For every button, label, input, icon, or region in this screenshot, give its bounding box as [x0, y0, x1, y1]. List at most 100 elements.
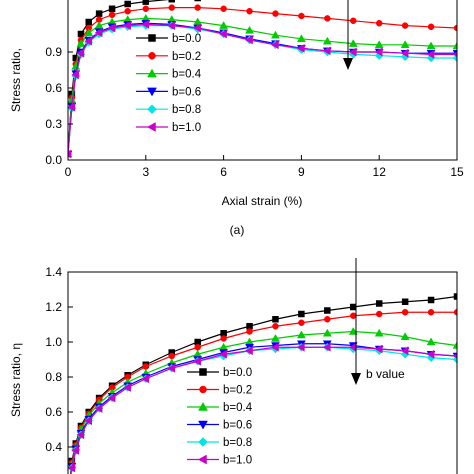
data-point-b-0-0 — [95, 10, 103, 17]
y-tick-label: 0.3 — [45, 117, 62, 131]
data-point-b-0-0 — [427, 296, 435, 304]
legend-entry: b=0.8 — [172, 104, 201, 116]
data-point-b-0-0 — [85, 18, 92, 26]
data-point-b-0-4 — [374, 40, 384, 49]
data-point-b-0-0 — [453, 293, 457, 300]
data-point-b-1-0 — [71, 446, 80, 455]
x-tick-label: 15 — [450, 165, 464, 179]
data-point-b-0-4 — [271, 30, 280, 39]
data-point-b-0-2 — [194, 4, 201, 11]
data-point-b-1-0 — [76, 48, 85, 58]
data-point-b-0-2 — [142, 5, 150, 13]
panel-b-legend: b=0.0 b=0.2 b=0.4 b=0.6 b=0.8 b=1.0 — [187, 367, 253, 467]
legend-marker — [146, 122, 156, 132]
data-point-b-0-0 — [324, 307, 331, 314]
series-line-b-1-0 — [68, 23, 457, 155]
data-point-b-0-2 — [453, 309, 457, 316]
data-point-b-0-2 — [220, 335, 227, 342]
data-point-b-0-4 — [452, 41, 457, 50]
data-point-b-0-4 — [271, 333, 280, 342]
x-tick-label: 6 — [220, 165, 227, 179]
panel-a-y-ticks: 0.0 0.3 0.6 0.9 — [45, 45, 73, 167]
panel-b-y-ticks: 0.20.40.60.81.01.21.4 — [45, 265, 73, 454]
series-line-b-0-0 — [68, 0, 170, 155]
data-point-b-1-0 — [167, 363, 175, 373]
data-point-b-0-0 — [350, 303, 357, 311]
data-point-b-0-2 — [246, 7, 253, 15]
panel-b-y-axis-label: Stress ratio, η — [9, 343, 23, 417]
data-point-b-1-0 — [245, 35, 253, 45]
y-tick-label: 0.8 — [45, 370, 62, 384]
data-point-b-1-0 — [71, 70, 80, 80]
data-point-b-0-2 — [168, 4, 175, 11]
panel-a-legend: b=0.0 b=0.2 b=0.4 b=0.6 b=0.8 b=1.0 — [136, 33, 202, 134]
legend-marker — [148, 34, 156, 42]
legend-entry: b=0.0 — [172, 33, 201, 45]
data-point-b-1-0 — [296, 43, 305, 53]
data-point-b-0-4 — [296, 34, 306, 43]
y-tick-label: 0.9 — [45, 45, 62, 59]
data-point-b-0-4 — [452, 340, 457, 349]
series-line-b-0-2 — [70, 311, 457, 474]
data-point-b-0-2 — [194, 344, 201, 351]
data-point-b-0-0 — [272, 316, 279, 323]
data-point-b-1-0 — [400, 48, 409, 58]
data-point-b-0-2 — [401, 309, 409, 316]
data-point-b-0-2 — [350, 312, 357, 319]
data-point-b-1-0 — [76, 430, 85, 440]
y-tick-label: 1.2 — [45, 300, 62, 314]
x-tick-label: 9 — [298, 165, 305, 179]
y-tick-label: 0.0 — [45, 153, 62, 167]
legend-marker — [199, 368, 207, 376]
panel-b: 0.20.40.60.81.01.21.4 Stress ratio, η b … — [9, 258, 458, 474]
data-point-b-1-0 — [94, 404, 103, 413]
panel-a-plot-frame — [67, 0, 458, 161]
data-point-b-0-4 — [348, 326, 358, 335]
data-point-b-0-4 — [296, 330, 306, 339]
data-point-b-0-4 — [374, 328, 384, 337]
y-tick-label: 0.4 — [45, 440, 62, 454]
data-point-b-0-2 — [350, 17, 357, 25]
data-point-b-0-0 — [168, 0, 175, 3]
legend-entry: b=0.6 — [172, 86, 201, 98]
data-point-b-1-0 — [426, 349, 435, 359]
data-point-b-0-0 — [124, 0, 131, 8]
data-point-b-1-0 — [322, 46, 331, 56]
data-point-b-0-2 — [324, 316, 331, 323]
legend-marker — [199, 385, 207, 394]
data-point-b-1-0 — [68, 149, 72, 159]
data-point-b-0-2 — [246, 328, 253, 335]
data-point-b-1-0 — [400, 346, 409, 356]
legend-marker — [147, 68, 157, 78]
panel-a-y-axis-label: Stress ratio, — [9, 48, 23, 112]
panel-b-b-value-arrow — [351, 258, 361, 385]
data-point-b-0-2 — [298, 319, 305, 326]
data-point-b-1-0 — [107, 393, 116, 403]
data-point-b-0-2 — [427, 23, 435, 31]
data-point-b-0-0 — [401, 298, 409, 305]
data-point-b-1-0 — [426, 49, 435, 59]
data-point-b-0-0 — [298, 310, 305, 318]
x-tick-label: 12 — [373, 165, 387, 179]
panel-a-curves — [68, 0, 457, 159]
data-point-b-0-2 — [220, 5, 227, 13]
data-point-b-0-2 — [272, 10, 279, 17]
data-point-b-0-0 — [108, 5, 116, 13]
data-point-b-1-0 — [219, 349, 227, 359]
y-tick-label: 0.6 — [45, 405, 62, 419]
legend-entry: b=1.0 — [223, 455, 252, 467]
data-point-b-1-0 — [84, 416, 92, 426]
data-point-b-1-0 — [219, 29, 227, 39]
data-point-b-0-0 — [375, 300, 383, 307]
panel-a-b-value-arrow — [343, 0, 353, 70]
data-point-b-1-0 — [141, 374, 150, 384]
legend-entry: b=0.2 — [223, 385, 252, 397]
legend-entry: b=0.8 — [223, 437, 252, 449]
data-point-b-1-0 — [107, 23, 116, 33]
legend-marker — [147, 104, 157, 115]
data-point-b-0-4 — [426, 41, 436, 50]
data-point-b-0-4 — [400, 332, 410, 340]
legend-entry: b=0.4 — [172, 69, 202, 81]
data-point-b-0-4 — [84, 28, 94, 37]
